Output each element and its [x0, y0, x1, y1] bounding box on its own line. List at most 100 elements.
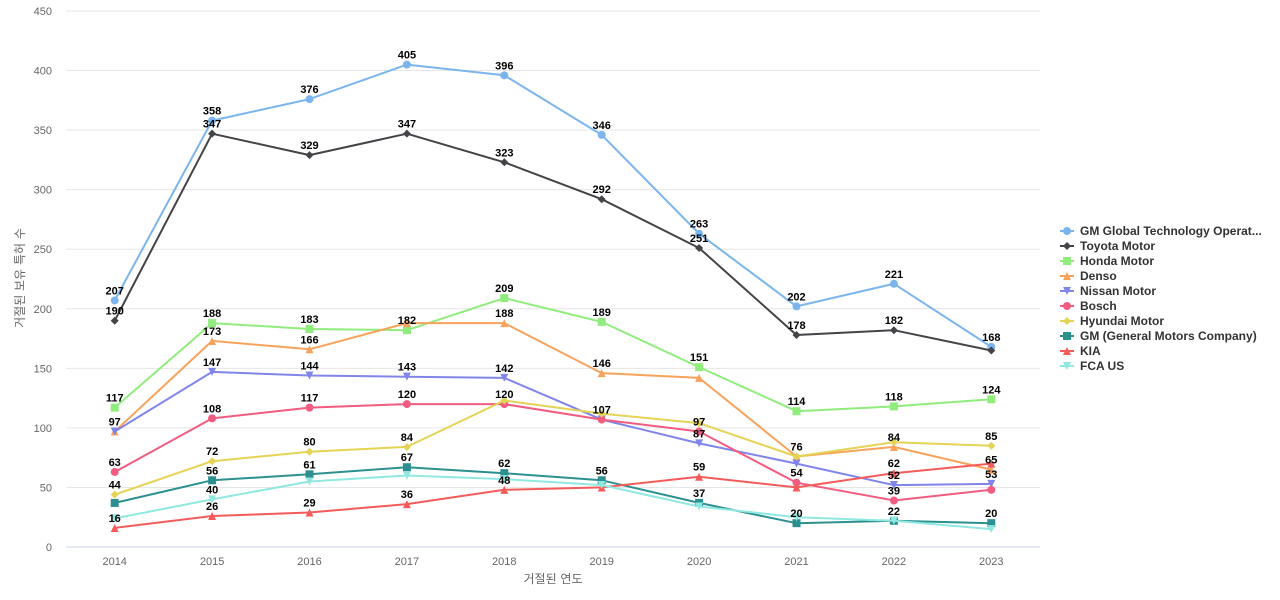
data-label: 44 [109, 480, 122, 492]
data-point-marker [500, 158, 509, 167]
data-label: 76 [790, 441, 802, 453]
data-label: 347 [398, 119, 416, 131]
legend-item[interactable]: GM (General Motors Company) [1060, 329, 1257, 343]
legend-item[interactable]: KIA [1060, 344, 1101, 358]
data-label: 52 [888, 470, 900, 482]
data-point-marker [987, 479, 996, 488]
data-point-marker [987, 465, 996, 474]
y-tick-label: 100 [34, 423, 52, 435]
series-line [114, 370, 992, 487]
data-point-marker [402, 400, 411, 409]
legend-item[interactable]: Honda Motor [1060, 254, 1154, 268]
data-point-marker [208, 336, 217, 345]
data-label: 209 [495, 283, 513, 295]
data-point-marker [792, 478, 801, 487]
data-point-marker [987, 525, 996, 534]
data-label: 72 [206, 446, 218, 458]
data-label: 36 [401, 489, 413, 501]
data-point-marker [792, 459, 801, 468]
data-label: 182 [398, 315, 416, 327]
legend-marker-swatch [1063, 317, 1071, 325]
data-point-marker [987, 441, 996, 450]
x-tick-label: 2015 [200, 556, 224, 568]
data-label: 22 [888, 506, 900, 518]
data-point-marker [305, 477, 314, 486]
data-label: 178 [787, 320, 805, 332]
data-point-marker [500, 396, 509, 405]
y-tick-label: 200 [34, 304, 52, 316]
data-point-marker [110, 427, 119, 436]
x-tick-label: 2014 [102, 556, 126, 568]
legend-item[interactable]: GM Global Technology Operat... [1060, 224, 1262, 238]
legend-label: Nissan Motor [1080, 284, 1156, 298]
legend[interactable]: GM Global Technology Operat...Toyota Mot… [1060, 224, 1262, 373]
data-label: 405 [398, 50, 416, 62]
data-point-marker [208, 319, 217, 328]
data-point-marker [208, 129, 217, 138]
y-axis-ticks: 0 50 100 150 200 250 300 350 400 450 [34, 6, 52, 554]
legend-item[interactable]: FCA US [1060, 359, 1124, 373]
data-point-marker [208, 116, 217, 125]
y-tick-label: 0 [46, 542, 52, 554]
data-point-marker [208, 512, 217, 521]
y-tick-label: 250 [34, 244, 52, 256]
data-label: 323 [495, 147, 513, 159]
data-point-marker [402, 60, 411, 69]
data-point-marker [402, 129, 411, 138]
x-tick-label: 2017 [395, 556, 419, 568]
data-point-marker [792, 513, 801, 522]
data-point-marker [695, 363, 704, 372]
data-point-marker [500, 469, 509, 478]
data-point-marker [402, 500, 411, 509]
data-label: 120 [495, 389, 513, 401]
series-line [114, 466, 992, 525]
data-point-marker [695, 229, 704, 238]
series-7 [110, 396, 996, 499]
legend-item[interactable]: Toyota Motor [1060, 239, 1155, 253]
data-point-marker [402, 471, 411, 480]
y-tick-label: 300 [34, 185, 52, 197]
data-label: 146 [593, 358, 611, 370]
data-point-marker [208, 414, 217, 423]
legend-label: Bosch [1080, 299, 1117, 313]
data-label: 40 [206, 484, 218, 496]
legend-label: Hyundai Motor [1080, 314, 1164, 328]
data-point-marker [695, 472, 704, 481]
x-tick-label: 2021 [784, 556, 808, 568]
data-point-marker [987, 459, 996, 468]
series-line [113, 132, 992, 352]
data-label: 120 [398, 389, 416, 401]
legend-label: Toyota Motor [1080, 239, 1155, 253]
data-point-marker [987, 346, 996, 355]
series-line [113, 63, 992, 348]
data-label: 168 [982, 332, 1000, 344]
data-label: 207 [106, 285, 124, 297]
data-point-marker [792, 519, 801, 528]
data-point-marker [305, 508, 314, 517]
data-point-marker [889, 496, 898, 505]
data-point-marker [110, 523, 119, 532]
x-tick-label: 2018 [492, 556, 516, 568]
series-2 [110, 129, 996, 355]
data-label: 56 [206, 465, 218, 477]
data-label: 117 [301, 393, 319, 405]
data-point-marker [402, 442, 411, 451]
data-point-marker [110, 490, 119, 499]
legend-item[interactable]: Denso [1060, 269, 1117, 283]
legend-item[interactable]: Hyundai Motor [1060, 314, 1164, 328]
legend-marker-swatch [1063, 257, 1071, 265]
legend-marker-swatch [1063, 272, 1071, 280]
series-line [114, 399, 992, 496]
data-label: 396 [495, 60, 513, 72]
legend-marker-swatch [1063, 287, 1071, 295]
data-label: 107 [593, 405, 611, 417]
data-point-marker [792, 302, 801, 311]
data-label: 97 [109, 416, 121, 428]
data-point-marker [110, 316, 119, 325]
legend-item[interactable]: Bosch [1060, 299, 1117, 313]
data-point-marker [695, 502, 704, 511]
legend-item[interactable]: Nissan Motor [1060, 284, 1156, 298]
data-point-marker [110, 403, 119, 412]
data-point-marker [987, 519, 996, 528]
y-tick-label: 400 [34, 66, 52, 78]
